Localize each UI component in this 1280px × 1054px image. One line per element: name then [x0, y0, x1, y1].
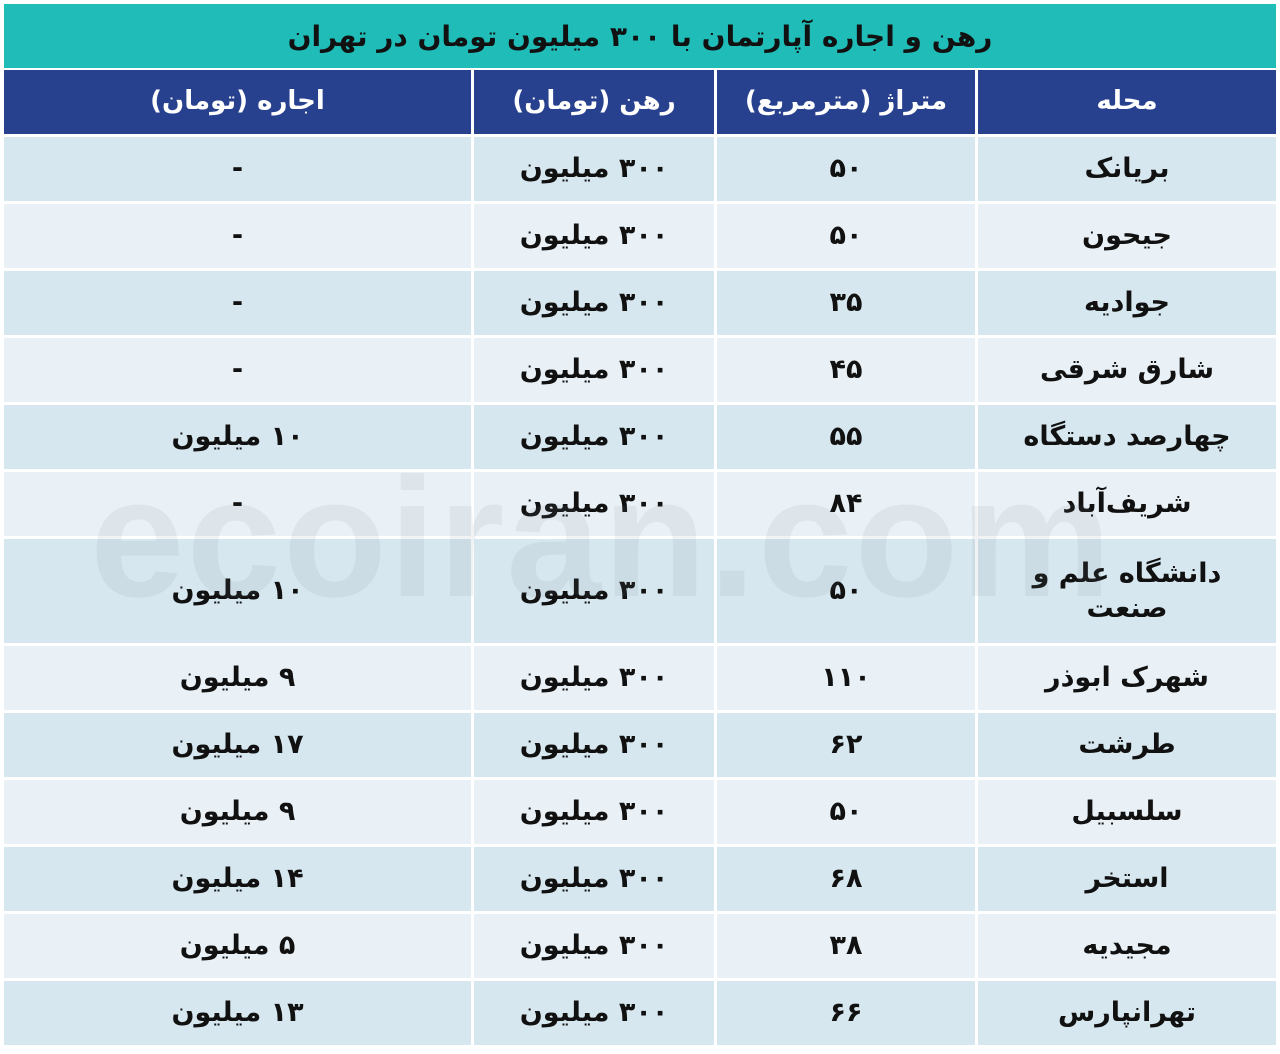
cell-neighborhood: بریانک [978, 137, 1276, 201]
table-title: رهن و اجاره آپارتمان با ۳۰۰ میلیون تومان… [4, 4, 1276, 68]
cell-neighborhood: سلسبیل [978, 780, 1276, 844]
cell-neighborhood: جیحون [978, 204, 1276, 268]
cell-area: ۶۲ [717, 713, 975, 777]
cell-area: ۵۰ [717, 539, 975, 643]
cell-area: ۵۵ [717, 405, 975, 469]
cell-mortgage: ۳۰۰ میلیون [474, 539, 714, 643]
cell-rent: ۱۷ میلیون [4, 713, 471, 777]
header-rent: اجاره (تومان) [4, 70, 471, 134]
cell-area: ۶۶ [717, 981, 975, 1045]
cell-area: ۵۰ [717, 204, 975, 268]
cell-mortgage: ۳۰۰ میلیون [474, 847, 714, 911]
cell-neighborhood: شهرک ابوذر [978, 646, 1276, 710]
cell-neighborhood: استخر [978, 847, 1276, 911]
header-neighborhood: محله [978, 70, 1276, 134]
cell-rent: ۹ میلیون [4, 646, 471, 710]
cell-area: ۸۴ [717, 472, 975, 536]
cell-rent: - [4, 472, 471, 536]
cell-rent: ۵ میلیون [4, 914, 471, 978]
cell-mortgage: ۳۰۰ میلیون [474, 981, 714, 1045]
cell-area: ۴۵ [717, 338, 975, 402]
cell-rent: - [4, 271, 471, 335]
cell-mortgage: ۳۰۰ میلیون [474, 646, 714, 710]
cell-area: ۵۰ [717, 780, 975, 844]
cell-neighborhood: شریف‌آباد [978, 472, 1276, 536]
rent-table: محله متراژ (مترمربع) رهن (تومان) اجاره (توم… [4, 70, 1276, 1045]
cell-mortgage: ۳۰۰ میلیون [474, 914, 714, 978]
cell-neighborhood: چهارصد دستگاه [978, 405, 1276, 469]
cell-rent: - [4, 137, 471, 201]
cell-rent: ۱۳ میلیون [4, 981, 471, 1045]
cell-mortgage: ۳۰۰ میلیون [474, 338, 714, 402]
cell-rent: ۱۰ میلیون [4, 539, 471, 643]
cell-mortgage: ۳۰۰ میلیون [474, 780, 714, 844]
cell-mortgage: ۳۰۰ میلیون [474, 713, 714, 777]
cell-rent: - [4, 204, 471, 268]
cell-mortgage: ۳۰۰ میلیون [474, 271, 714, 335]
cell-area: ۵۰ [717, 137, 975, 201]
cell-neighborhood: مجیدیه [978, 914, 1276, 978]
cell-rent: ۹ میلیون [4, 780, 471, 844]
cell-rent: ۱۴ میلیون [4, 847, 471, 911]
cell-neighborhood: شارق شرقی [978, 338, 1276, 402]
cell-mortgage: ۳۰۰ میلیون [474, 204, 714, 268]
cell-neighborhood: طرشت [978, 713, 1276, 777]
cell-area: ۱۱۰ [717, 646, 975, 710]
header-area: متراژ (مترمربع) [717, 70, 975, 134]
cell-area: ۶۸ [717, 847, 975, 911]
cell-neighborhood: جوادیه [978, 271, 1276, 335]
cell-neighborhood: دانشگاه علم و صنعت [978, 539, 1276, 643]
header-mortgage: رهن (تومان) [474, 70, 714, 134]
cell-mortgage: ۳۰۰ میلیون [474, 405, 714, 469]
cell-area: ۳۵ [717, 271, 975, 335]
cell-mortgage: ۳۰۰ میلیون [474, 137, 714, 201]
cell-rent: - [4, 338, 471, 402]
cell-neighborhood: تهرانپارس [978, 981, 1276, 1045]
cell-area: ۳۸ [717, 914, 975, 978]
cell-mortgage: ۳۰۰ میلیون [474, 472, 714, 536]
cell-rent: ۱۰ میلیون [4, 405, 471, 469]
